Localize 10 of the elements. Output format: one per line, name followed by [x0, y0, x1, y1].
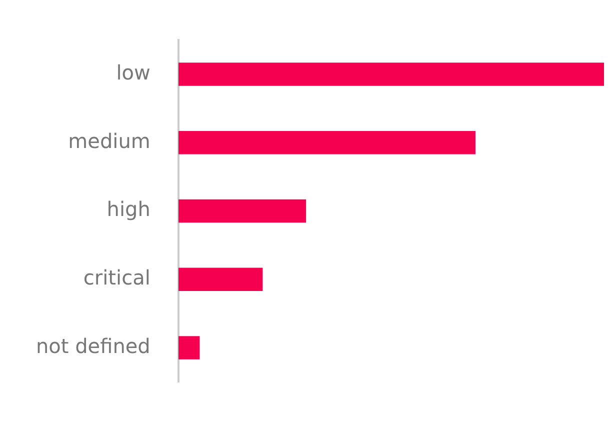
y-tick-label: low	[116, 60, 150, 84]
bar	[178, 268, 263, 292]
y-tick-label: high	[106, 197, 150, 222]
bar	[178, 62, 604, 86]
y-tick-label: medium	[68, 128, 150, 153]
y-tick-label: critical	[83, 266, 150, 290]
bar	[178, 130, 476, 154]
bar	[178, 336, 200, 360]
bar	[178, 199, 306, 223]
y-tick-label: not defined	[36, 334, 150, 358]
